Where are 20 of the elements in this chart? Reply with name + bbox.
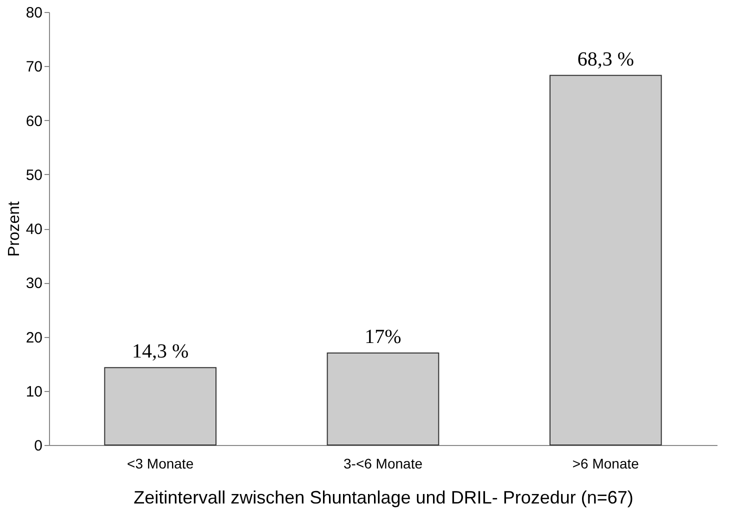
- bar: [104, 367, 216, 446]
- y-tick-label: 0: [34, 438, 42, 454]
- data-label: 68,3 %: [577, 48, 634, 70]
- y-tick-label: 20: [26, 329, 42, 346]
- x-tick-label: >6 Monate: [572, 456, 640, 472]
- x-axis-title: Zeitintervall zwischen Shuntanlage und DRIL- Prozedur (n=67): [134, 488, 634, 508]
- y-tick-label: 40: [26, 221, 42, 238]
- x-tick-label: <3 Monate: [127, 456, 194, 472]
- data-label: 14,3 %: [132, 340, 189, 363]
- y-tick-label: 30: [26, 275, 42, 292]
- data-label: 17%: [364, 326, 402, 348]
- y-tick-label: 70: [26, 58, 42, 76]
- y-tick-label: 50: [26, 166, 42, 184]
- y-tick-label: 60: [26, 112, 42, 130]
- bar: [326, 352, 440, 446]
- y-tick-label: 10: [26, 383, 42, 400]
- y-axis-title: Prozent: [6, 200, 23, 257]
- x-tick-label: 3-<6 Monate: [344, 456, 423, 472]
- bar: [550, 74, 662, 446]
- y-tick-label: 80: [26, 4, 42, 22]
